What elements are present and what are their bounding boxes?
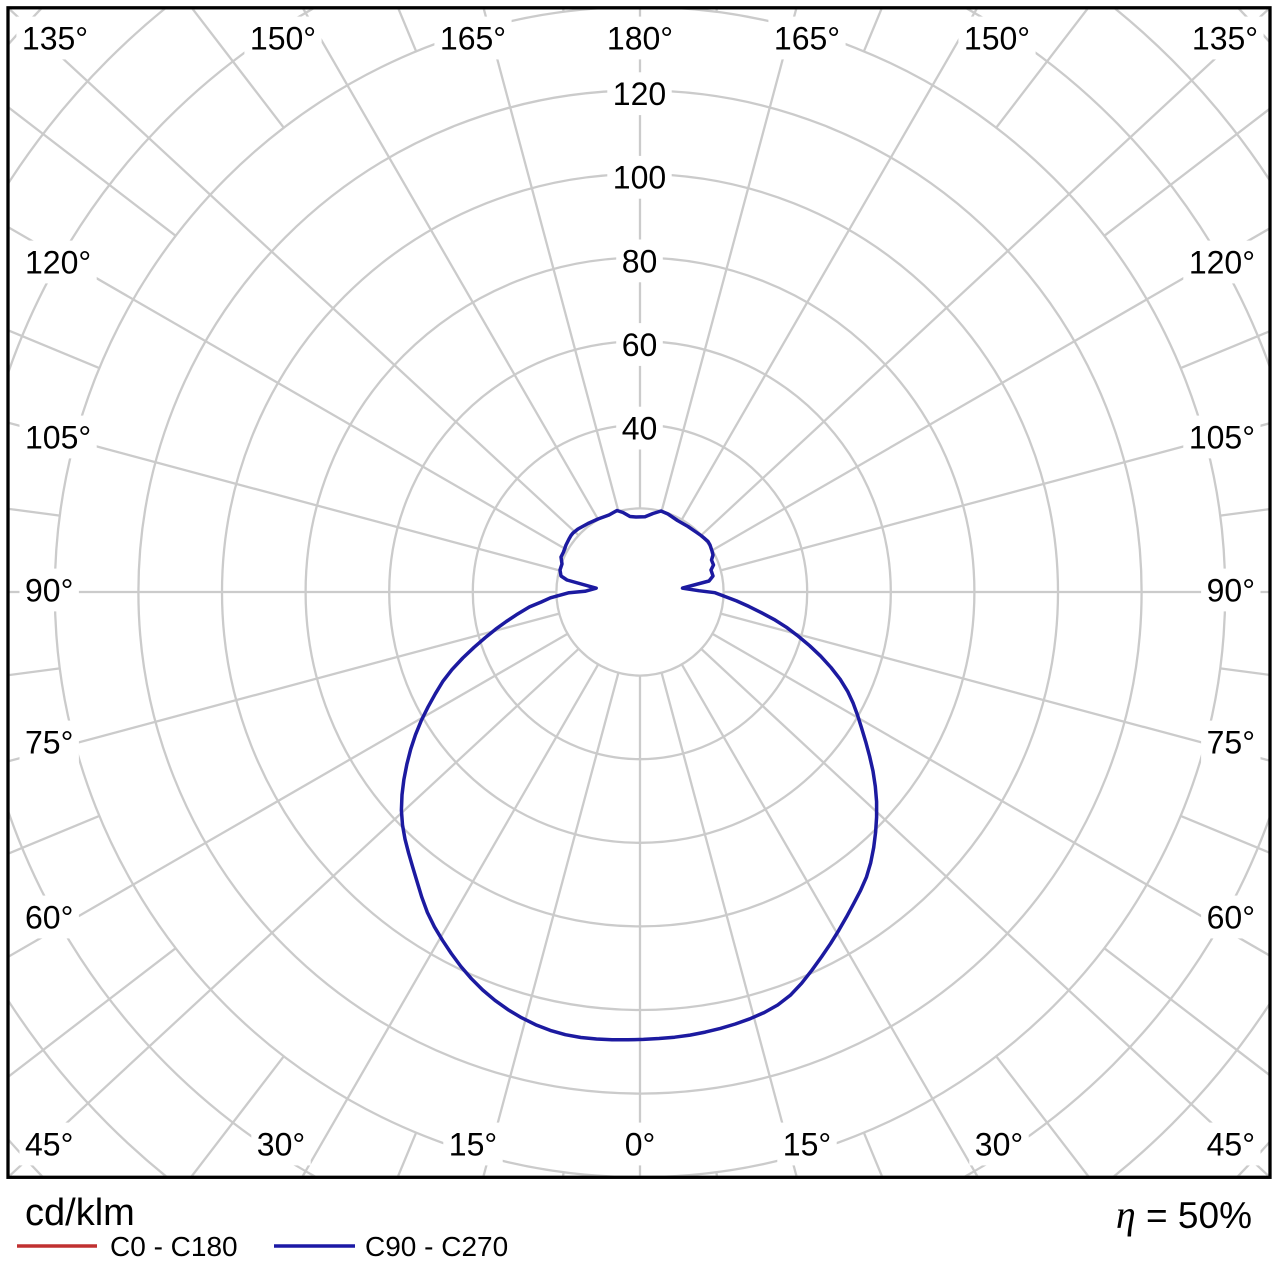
svg-text:105°: 105°: [1189, 419, 1255, 455]
svg-text:80: 80: [622, 243, 658, 279]
svg-text:165°: 165°: [774, 20, 840, 56]
svg-text:150°: 150°: [250, 20, 316, 56]
svg-text:15°: 15°: [449, 1126, 497, 1162]
svg-text:45°: 45°: [1207, 1126, 1255, 1162]
svg-text:30°: 30°: [257, 1126, 305, 1162]
svg-text:30°: 30°: [975, 1126, 1023, 1162]
svg-text:165°: 165°: [440, 20, 506, 56]
svg-text:cd/klm: cd/klm: [25, 1192, 135, 1234]
svg-text:C90 - C270: C90 - C270: [365, 1231, 508, 1262]
svg-text:60: 60: [622, 327, 658, 363]
svg-text:90°: 90°: [25, 572, 73, 608]
svg-text:105°: 105°: [25, 419, 91, 455]
svg-text:15°: 15°: [783, 1126, 831, 1162]
svg-text:0°: 0°: [625, 1126, 656, 1162]
svg-text:60°: 60°: [1207, 899, 1255, 935]
svg-text:150°: 150°: [964, 20, 1030, 56]
svg-text:90°: 90°: [1207, 572, 1255, 608]
svg-text:180°: 180°: [607, 20, 673, 56]
svg-text:75°: 75°: [1207, 724, 1255, 760]
svg-text:75°: 75°: [25, 724, 73, 760]
svg-text:45°: 45°: [25, 1126, 73, 1162]
svg-text:100: 100: [613, 160, 666, 196]
svg-text:120°: 120°: [25, 244, 91, 280]
svg-text:120°: 120°: [1189, 244, 1255, 280]
svg-text:135°: 135°: [22, 20, 88, 56]
svg-text:120: 120: [613, 76, 666, 112]
svg-text:C0 - C180: C0 - C180: [110, 1231, 238, 1262]
svg-text:40: 40: [622, 411, 658, 447]
svg-text:135°: 135°: [1192, 20, 1258, 56]
svg-text:60°: 60°: [25, 899, 73, 935]
svg-text:η = 50%: η = 50%: [1116, 1192, 1252, 1237]
